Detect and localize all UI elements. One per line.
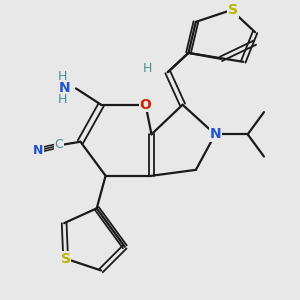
Text: H: H	[58, 70, 68, 83]
Text: H: H	[142, 62, 152, 75]
Text: N: N	[209, 127, 221, 141]
Text: S: S	[228, 3, 238, 17]
Text: H: H	[58, 93, 68, 106]
Text: S: S	[61, 252, 70, 266]
Text: N: N	[58, 82, 70, 95]
Text: C: C	[55, 138, 63, 151]
Text: N: N	[33, 143, 43, 157]
Text: O: O	[140, 98, 152, 112]
